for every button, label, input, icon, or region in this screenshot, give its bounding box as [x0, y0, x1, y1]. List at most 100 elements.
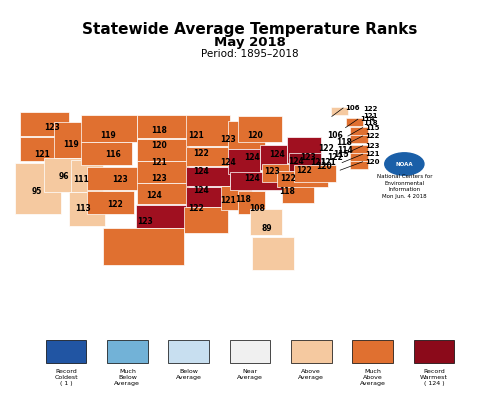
FancyBboxPatch shape: [350, 145, 368, 153]
Text: Near
Average: Near Average: [237, 369, 263, 380]
FancyBboxPatch shape: [88, 166, 139, 190]
FancyBboxPatch shape: [81, 115, 138, 142]
Text: 122: 122: [188, 204, 204, 213]
FancyBboxPatch shape: [238, 116, 282, 142]
FancyBboxPatch shape: [186, 147, 230, 166]
Text: National Centers for
Environmental
Information
Mon Jun. 4 2018: National Centers for Environmental Infor…: [376, 174, 432, 199]
Text: 118: 118: [362, 120, 378, 126]
Text: 119: 119: [100, 132, 116, 140]
Text: Much
Above
Average: Much Above Average: [360, 369, 386, 386]
Text: 121: 121: [362, 114, 377, 119]
FancyBboxPatch shape: [46, 340, 86, 363]
Text: 120: 120: [365, 159, 380, 165]
Text: 121: 121: [320, 158, 336, 166]
Text: 122: 122: [362, 106, 377, 112]
Text: Record
Coldest
( 1 ): Record Coldest ( 1 ): [54, 369, 78, 386]
FancyBboxPatch shape: [81, 142, 132, 166]
FancyBboxPatch shape: [291, 340, 332, 363]
FancyBboxPatch shape: [68, 192, 106, 226]
Text: 124: 124: [146, 192, 162, 200]
FancyBboxPatch shape: [138, 161, 189, 183]
Text: 118: 118: [279, 187, 294, 196]
Text: 113: 113: [76, 204, 92, 213]
Text: Below
Average: Below Average: [176, 369, 202, 380]
Text: 121: 121: [152, 158, 167, 167]
Circle shape: [384, 153, 424, 175]
FancyBboxPatch shape: [350, 153, 368, 161]
FancyBboxPatch shape: [103, 228, 184, 265]
Text: 124: 124: [244, 152, 260, 162]
FancyBboxPatch shape: [186, 187, 230, 207]
FancyBboxPatch shape: [228, 121, 264, 148]
Text: 115: 115: [334, 150, 349, 159]
Text: 114: 114: [336, 146, 352, 155]
Text: 123: 123: [300, 152, 316, 162]
Text: 120: 120: [247, 132, 263, 140]
Text: Much
Below
Average: Much Below Average: [114, 369, 140, 386]
Text: 121: 121: [220, 196, 236, 205]
FancyBboxPatch shape: [168, 340, 209, 363]
FancyBboxPatch shape: [138, 183, 189, 204]
FancyBboxPatch shape: [230, 172, 292, 190]
Text: 96: 96: [58, 172, 69, 181]
Text: May 2018: May 2018: [214, 36, 286, 49]
Text: 118: 118: [234, 195, 250, 204]
Text: 122: 122: [108, 200, 123, 209]
FancyBboxPatch shape: [228, 149, 260, 174]
Text: 124: 124: [193, 167, 209, 176]
FancyBboxPatch shape: [346, 118, 362, 126]
Text: 121: 121: [188, 132, 204, 140]
Text: 124: 124: [269, 150, 285, 159]
FancyBboxPatch shape: [184, 208, 228, 233]
Text: 124: 124: [220, 158, 236, 166]
FancyBboxPatch shape: [350, 127, 368, 134]
FancyBboxPatch shape: [44, 158, 81, 192]
Text: 95: 95: [32, 188, 42, 196]
Text: 114: 114: [360, 116, 375, 122]
Text: 111: 111: [73, 175, 89, 184]
FancyBboxPatch shape: [352, 340, 393, 363]
FancyBboxPatch shape: [88, 190, 134, 214]
Text: 122: 122: [296, 166, 312, 175]
Text: 106: 106: [327, 131, 342, 140]
FancyBboxPatch shape: [54, 122, 91, 158]
FancyBboxPatch shape: [136, 205, 202, 228]
FancyBboxPatch shape: [282, 185, 314, 203]
Text: Period: 1895–2018: Period: 1895–2018: [201, 49, 299, 59]
Text: 121: 121: [365, 151, 380, 157]
Text: 123: 123: [152, 174, 167, 183]
FancyBboxPatch shape: [277, 171, 328, 187]
FancyBboxPatch shape: [230, 340, 270, 363]
Text: 122: 122: [193, 149, 209, 158]
Text: 122: 122: [365, 133, 380, 139]
FancyBboxPatch shape: [186, 115, 230, 146]
Text: 123: 123: [137, 217, 152, 226]
Text: 124: 124: [244, 174, 260, 183]
FancyBboxPatch shape: [220, 186, 252, 210]
FancyBboxPatch shape: [252, 237, 294, 270]
Text: Statewide Average Temperature Ranks: Statewide Average Temperature Ranks: [82, 22, 417, 37]
Text: 121: 121: [310, 158, 326, 167]
FancyBboxPatch shape: [294, 166, 336, 182]
Text: 118: 118: [152, 126, 168, 135]
Text: 124: 124: [288, 157, 304, 166]
Text: 123: 123: [264, 167, 280, 176]
FancyBboxPatch shape: [238, 190, 264, 214]
Text: 118: 118: [336, 138, 352, 147]
Text: 123: 123: [365, 143, 380, 149]
FancyBboxPatch shape: [15, 162, 62, 214]
Text: 89: 89: [262, 224, 272, 233]
FancyBboxPatch shape: [138, 138, 189, 161]
Text: Above
Average: Above Average: [298, 369, 324, 380]
FancyBboxPatch shape: [262, 164, 318, 182]
Text: 115: 115: [365, 125, 380, 130]
Text: 119: 119: [64, 140, 79, 149]
Text: 120: 120: [152, 141, 167, 150]
Text: 120: 120: [316, 162, 332, 171]
FancyBboxPatch shape: [20, 136, 68, 161]
Text: 122: 122: [327, 153, 342, 162]
Text: 106: 106: [346, 105, 360, 111]
FancyBboxPatch shape: [250, 209, 282, 235]
Text: 123: 123: [112, 175, 128, 184]
Text: 108: 108: [250, 204, 266, 213]
